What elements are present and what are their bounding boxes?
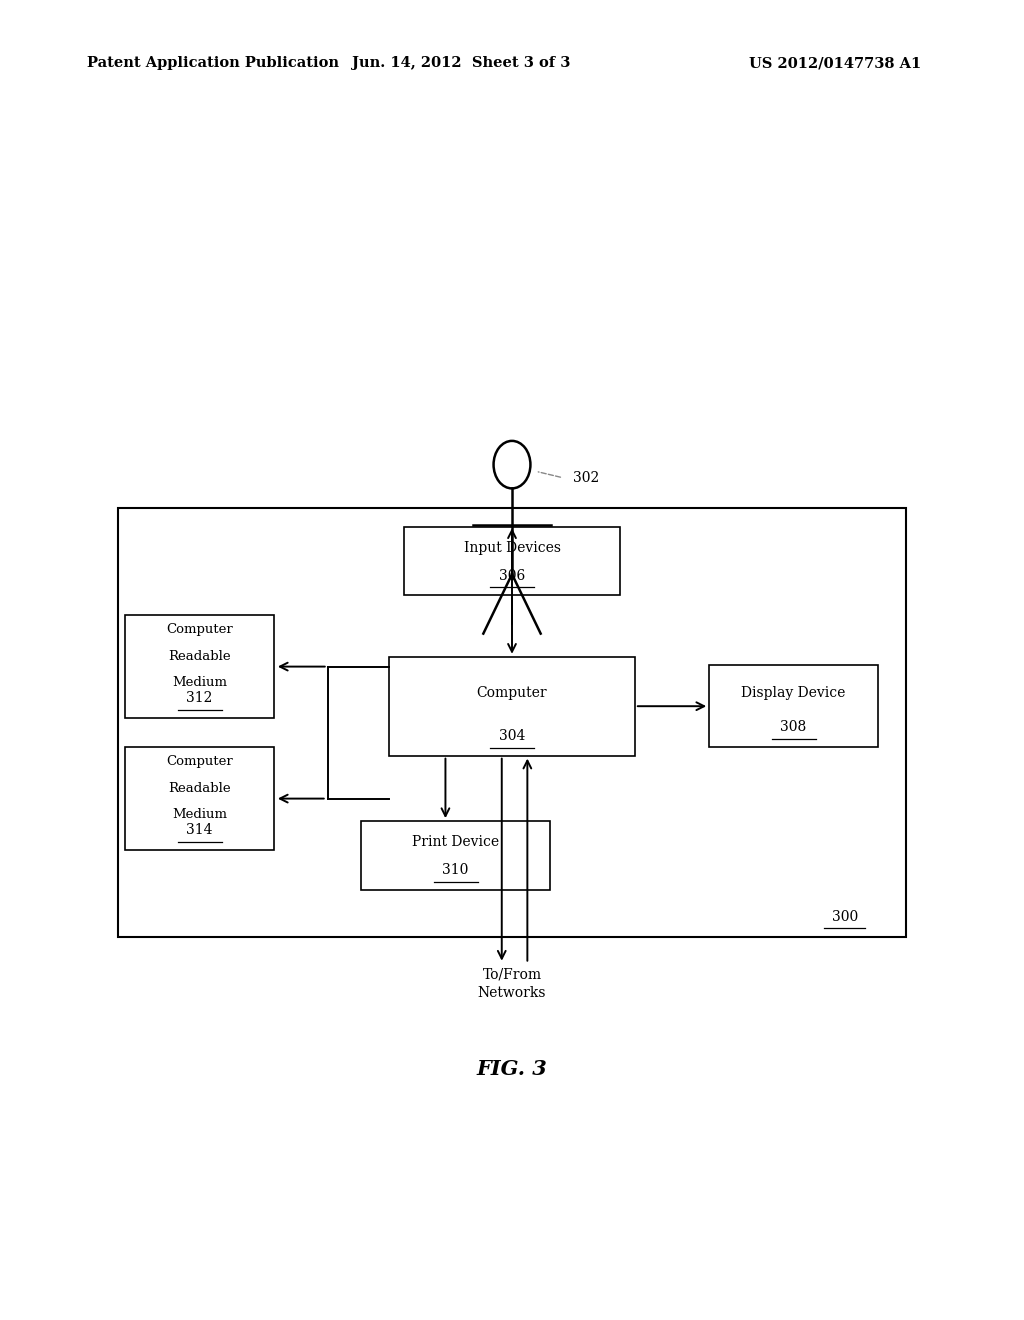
Text: Medium: Medium: [172, 676, 227, 689]
Text: 304: 304: [499, 729, 525, 743]
Bar: [361, 821, 551, 890]
Bar: [404, 527, 620, 595]
Text: Patent Application Publication: Patent Application Publication: [87, 57, 339, 70]
Text: Readable: Readable: [168, 781, 231, 795]
Bar: [389, 656, 635, 755]
Bar: [709, 665, 879, 747]
Bar: [118, 508, 906, 937]
Text: US 2012/0147738 A1: US 2012/0147738 A1: [750, 57, 922, 70]
Text: Computer: Computer: [477, 686, 547, 700]
Text: Print Device: Print Device: [412, 836, 500, 849]
Text: Medium: Medium: [172, 808, 227, 821]
Text: 306: 306: [499, 569, 525, 582]
Bar: [126, 747, 274, 850]
Text: 310: 310: [442, 863, 469, 876]
Text: 300: 300: [831, 911, 858, 924]
Text: Input Devices: Input Devices: [464, 541, 560, 554]
Text: 314: 314: [186, 824, 213, 837]
Text: 308: 308: [780, 721, 807, 734]
Text: FIG. 3: FIG. 3: [476, 1059, 548, 1080]
Text: Readable: Readable: [168, 649, 231, 663]
Text: 302: 302: [573, 471, 600, 484]
Text: To/From
Networks: To/From Networks: [478, 968, 546, 999]
Text: Jun. 14, 2012  Sheet 3 of 3: Jun. 14, 2012 Sheet 3 of 3: [351, 57, 570, 70]
Text: 312: 312: [186, 692, 213, 705]
Text: Computer: Computer: [166, 755, 233, 768]
Text: Computer: Computer: [166, 623, 233, 636]
Bar: [126, 615, 274, 718]
Text: Display Device: Display Device: [741, 686, 846, 700]
